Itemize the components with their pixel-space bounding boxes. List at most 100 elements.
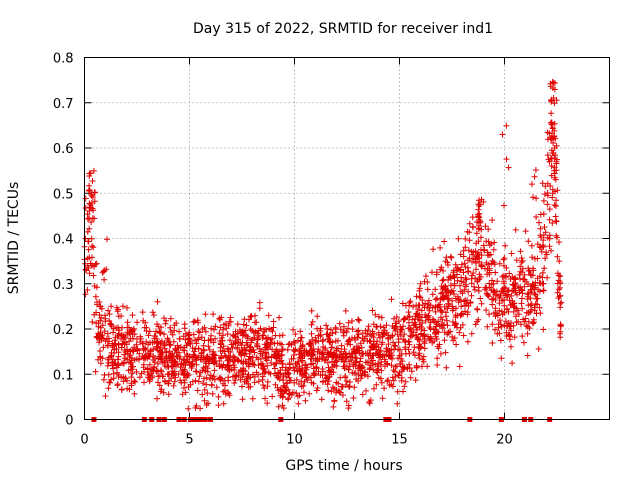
data-point bbox=[400, 316, 407, 323]
data-point bbox=[455, 266, 462, 273]
x-tick-label: 5 bbox=[185, 433, 193, 448]
data-point bbox=[195, 335, 202, 342]
data-point bbox=[452, 321, 459, 328]
data-point bbox=[115, 341, 122, 348]
data-point bbox=[450, 337, 457, 344]
data-point bbox=[538, 248, 545, 255]
data-point bbox=[173, 353, 180, 359]
data-point bbox=[341, 358, 347, 365]
data-point bbox=[286, 391, 293, 398]
data-point bbox=[400, 388, 406, 395]
data-point bbox=[477, 201, 484, 208]
data-point bbox=[164, 335, 171, 342]
data-point bbox=[474, 318, 481, 325]
data-point bbox=[202, 363, 209, 370]
data-point bbox=[82, 291, 89, 298]
data-point bbox=[302, 361, 309, 368]
data-point bbox=[465, 268, 472, 275]
data-point bbox=[270, 318, 277, 325]
data-point bbox=[120, 332, 127, 339]
data-point bbox=[399, 300, 406, 307]
data-point bbox=[282, 364, 289, 371]
data-point bbox=[486, 265, 493, 272]
data-point bbox=[363, 387, 369, 394]
data-point bbox=[109, 344, 116, 351]
data-point bbox=[452, 261, 459, 268]
data-point bbox=[203, 402, 210, 408]
data-point bbox=[418, 326, 425, 333]
data-point bbox=[553, 97, 560, 104]
data-point bbox=[346, 384, 353, 390]
data-point bbox=[511, 334, 518, 341]
x-tick-label: 0 bbox=[80, 433, 88, 448]
data-point bbox=[323, 375, 330, 382]
data-point bbox=[232, 328, 239, 335]
data-point bbox=[372, 361, 379, 368]
data-point bbox=[355, 316, 362, 323]
data-point bbox=[413, 324, 420, 331]
data-point bbox=[203, 354, 210, 361]
data-point bbox=[524, 293, 531, 300]
data-point bbox=[205, 358, 212, 365]
data-point bbox=[466, 220, 473, 227]
data-point bbox=[405, 309, 412, 316]
data-point bbox=[483, 259, 490, 266]
data-point bbox=[139, 309, 146, 316]
data-point bbox=[100, 268, 107, 275]
data-point bbox=[262, 395, 269, 402]
data-point bbox=[423, 273, 429, 280]
data-point bbox=[191, 318, 198, 325]
data-point bbox=[475, 226, 482, 232]
data-point bbox=[490, 246, 497, 253]
data-point bbox=[378, 367, 385, 374]
data-point bbox=[330, 369, 337, 376]
data-point bbox=[359, 391, 366, 398]
data-point bbox=[128, 357, 135, 364]
data-point bbox=[469, 214, 476, 221]
data-point bbox=[183, 353, 190, 360]
data-point bbox=[549, 130, 556, 137]
data-point bbox=[120, 303, 126, 310]
data-point bbox=[439, 316, 446, 323]
data-point bbox=[343, 378, 350, 385]
data-point bbox=[437, 244, 444, 251]
data-point bbox=[309, 318, 316, 325]
data-point bbox=[517, 263, 524, 270]
data-point bbox=[455, 235, 462, 242]
data-point bbox=[462, 308, 468, 315]
data-point bbox=[128, 328, 135, 335]
data-point bbox=[115, 313, 122, 320]
data-point bbox=[437, 350, 444, 357]
y-tick-label: 0.8 bbox=[53, 52, 74, 67]
data-point bbox=[190, 331, 197, 338]
data-point bbox=[551, 86, 558, 93]
data-point bbox=[286, 360, 293, 367]
data-point bbox=[226, 318, 233, 325]
data-point bbox=[476, 197, 482, 204]
data-point bbox=[460, 269, 467, 276]
data-point bbox=[84, 255, 91, 262]
data-point bbox=[525, 290, 532, 297]
data-point bbox=[143, 338, 150, 345]
data-point bbox=[243, 322, 250, 329]
data-point bbox=[381, 356, 388, 363]
data-point bbox=[401, 383, 408, 390]
data-point bbox=[192, 346, 199, 352]
data-point bbox=[470, 224, 476, 231]
data-point bbox=[508, 250, 515, 257]
data-point bbox=[296, 351, 302, 358]
data-point bbox=[196, 329, 203, 336]
data-point bbox=[166, 348, 173, 355]
data-point bbox=[429, 291, 436, 298]
data-point bbox=[322, 356, 329, 363]
data-point bbox=[501, 302, 508, 309]
data-point bbox=[376, 348, 383, 355]
data-point bbox=[263, 341, 270, 348]
data-point bbox=[407, 374, 414, 381]
data-point bbox=[95, 356, 102, 363]
data-point bbox=[536, 304, 543, 311]
data-point bbox=[429, 316, 436, 323]
data-point bbox=[178, 361, 184, 368]
data-point bbox=[256, 299, 263, 306]
data-point bbox=[226, 367, 232, 374]
